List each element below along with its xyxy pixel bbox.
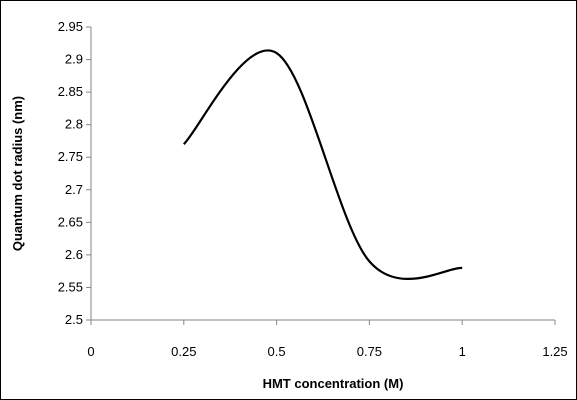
y-tick-label: 2.75: [58, 149, 83, 164]
x-tick-label: 0.5: [268, 344, 286, 359]
y-tick-label: 2.55: [58, 279, 83, 294]
y-axis-title: Quantum dot radius (nm): [10, 96, 25, 251]
y-tick-label: 2.8: [65, 117, 83, 132]
y-tick-label: 2.95: [58, 19, 83, 34]
y-tick-label: 2.65: [58, 214, 83, 229]
y-tick-label: 2.85: [58, 84, 83, 99]
x-tick-label: 1: [459, 344, 466, 359]
x-tick-label: 0.25: [171, 344, 196, 359]
x-tick-label: 0: [87, 344, 94, 359]
y-tick-label: 2.5: [65, 312, 83, 327]
x-tick-label: 0.75: [357, 344, 382, 359]
x-tick-label: 1.25: [542, 344, 567, 359]
series: [183, 49, 463, 281]
series-line: [183, 49, 463, 281]
ticks: 2.5 2.55 2.6 2.65 2.7 2.75 2.8 2.85 2.9 2.95 0 0.25…: [58, 19, 568, 359]
y-tick-label: 2.9: [65, 52, 83, 67]
axes: [90, 27, 555, 321]
y-tick-label: 2.7: [65, 182, 83, 197]
x-axis-title: HMT concentration (M): [263, 376, 404, 391]
y-tick-label: 2.6: [65, 247, 83, 262]
